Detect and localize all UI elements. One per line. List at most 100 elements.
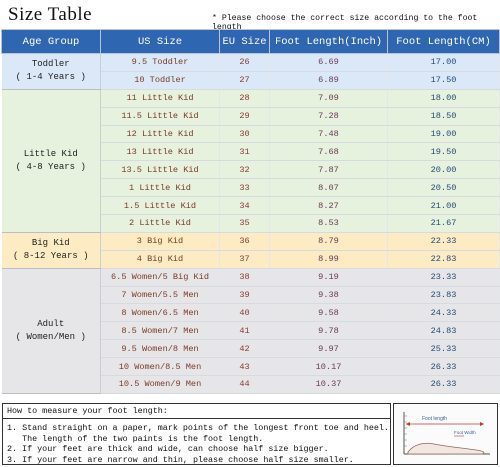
us-size-cell: 8 Women/6.5 Men	[100, 303, 220, 323]
inch-cell: 9.38	[269, 286, 388, 305]
inch-cell: 7.28	[269, 107, 388, 126]
inch-cell: 8.27	[269, 196, 388, 216]
table-row: 10.5 Women/9 Men 44 10.37 26.33	[1, 375, 500, 394]
us-size-cell: 4 Big Kid	[100, 250, 220, 269]
cm-cell: 19.00	[387, 125, 500, 144]
us-size-cell: 10 Women/8.5 Men	[100, 357, 220, 377]
age-group-name: Toddler	[31, 59, 70, 70]
cm-cell: 20.50	[387, 178, 500, 198]
size-table: Age Group US Size EU Size Foot Length(In…	[1, 29, 500, 394]
inch-cell: 8.79	[269, 232, 388, 251]
instruction-line: 2. If your feet are thick and wide, can …	[7, 444, 329, 455]
inch-cell: 9.78	[269, 321, 388, 341]
cm-cell: 24.83	[387, 321, 500, 341]
eu-size-cell: 30	[219, 125, 270, 144]
cm-cell: 19.50	[387, 142, 500, 162]
cm-cell: 24.33	[387, 303, 500, 323]
header-eu-size: EU Size	[219, 29, 270, 54]
length-label: Foot length	[422, 416, 447, 422]
cm-cell: 23.33	[387, 268, 500, 287]
us-size-cell: 7 Women/5.5 Men	[100, 286, 220, 305]
age-group-name: Little Kid	[23, 148, 78, 159]
table-row: 13.5 Little Kid 32 7.87 20.00	[1, 160, 500, 180]
eu-size-cell: 36	[219, 232, 270, 251]
us-size-cell: 3 Big Kid	[100, 232, 220, 251]
us-size-cell: 9.5 Toddler	[100, 53, 220, 72]
eu-size-cell: 32	[219, 160, 270, 180]
cm-cell: 20.00	[387, 160, 500, 180]
table-row: Little Kid ( 4-8 Years ) 11 Little Kid 28…	[1, 89, 500, 233]
inch-cell: 8.07	[269, 178, 388, 198]
cm-cell: 21.00	[387, 196, 500, 216]
table-row: Adult ( Women/Men ) 6.5 Women/5 Big Kid 3…	[1, 268, 500, 394]
inch-cell: 7.48	[269, 125, 388, 144]
ruler-ticks	[404, 415, 407, 447]
inch-cell: 9.58	[269, 303, 388, 323]
foot-diagram-illustration: Foot length Foot Width	[403, 412, 490, 455]
table-row: 2 Little Kid 35 8.53 21.67	[1, 214, 500, 233]
cm-cell: 26.33	[387, 375, 500, 394]
us-size-cell: 11.5 Little Kid	[100, 107, 220, 126]
table-row: 1.5 Little Kid 34 8.27 21.00	[1, 196, 500, 216]
eu-size-cell: 39	[219, 286, 270, 305]
inch-cell: 10.37	[269, 375, 388, 394]
cm-cell: 22.33	[387, 232, 500, 251]
table-header-row: Age Group US Size EU Size Foot Length(In…	[1, 29, 500, 54]
eu-size-cell: 33	[219, 178, 270, 198]
us-size-cell: 11 Little Kid	[100, 89, 220, 108]
table-row: 7 Women/5.5 Men 39 9.38 23.83	[1, 286, 500, 305]
eu-size-cell: 34	[219, 196, 270, 216]
inch-cell: 9.19	[269, 268, 388, 287]
us-size-cell: 12 Little Kid	[100, 125, 220, 144]
inch-cell: 10.17	[269, 357, 388, 377]
us-size-cell: 9.5 Women/8 Men	[100, 339, 220, 359]
us-size-cell: 8.5 Women/7 Men	[100, 321, 220, 341]
measure-heading: How to measure your foot length:	[3, 404, 390, 419]
age-group-adult: Adult ( Women/Men )	[1, 268, 101, 394]
age-group-name: Big Kid	[31, 238, 70, 249]
us-size-cell: 1.5 Little Kid	[100, 196, 220, 216]
eu-size-cell: 26	[219, 53, 270, 72]
us-size-cell: 1 Little Kid	[100, 178, 220, 198]
age-group-name: Adult	[37, 318, 65, 329]
age-group-big-kid: Big Kid ( 8-12 Years )	[1, 232, 101, 269]
eu-size-cell: 38	[219, 268, 270, 287]
age-group-little-kid: Little Kid ( 4-8 Years )	[1, 89, 101, 233]
table-row: 8.5 Women/7 Men 41 9.78 24.83	[1, 321, 500, 341]
header-foot-length-inch: Foot Length(Inch)	[269, 29, 388, 54]
inch-cell: 9.97	[269, 339, 388, 359]
eu-size-cell: 28	[219, 89, 270, 108]
inch-cell: 8.99	[269, 250, 388, 269]
table-row: 12 Little Kid 30 7.48 19.00	[1, 125, 500, 144]
cm-cell: 23.83	[387, 286, 500, 305]
foot-measure-diagram: Foot length Foot Width	[393, 403, 498, 465]
table-row: 10 Women/8.5 Men 43 10.17 26.33	[1, 357, 500, 377]
eu-size-cell: 44	[219, 375, 270, 394]
header-us-size: US Size	[100, 29, 220, 54]
table-row: 13 Little Kid 31 7.68 19.50	[1, 142, 500, 162]
cm-cell: 22.83	[387, 250, 500, 269]
foot-outline	[407, 442, 485, 455]
table-row: 1 Little Kid 33 8.07 20.50	[1, 178, 500, 198]
inch-cell: 8.53	[269, 214, 388, 233]
table-row: 8 Women/6.5 Men 40 9.58 24.33	[1, 303, 500, 323]
age-group-range: ( Women/Men )	[15, 331, 86, 342]
table-row: 11.5 Little Kid 29 7.28 18.50	[1, 107, 500, 126]
page-title: Size Table	[8, 4, 93, 25]
table-row: Toddler ( 1-4 Years ) 9.5 Toddler 26 6.69…	[1, 53, 500, 90]
width-label: Foot Width	[454, 430, 476, 435]
instruction-line: The length of the two paints is the foot…	[7, 433, 264, 444]
eu-size-cell: 41	[219, 321, 270, 341]
us-size-cell: 13 Little Kid	[100, 142, 220, 162]
header-age-group: Age Group	[1, 29, 101, 54]
table-row: 4 Big Kid 37 8.99 22.83	[1, 250, 500, 269]
eu-size-cell: 27	[219, 71, 270, 90]
eu-size-cell: 40	[219, 303, 270, 323]
table-row: 9.5 Women/8 Men 42 9.97 25.33	[1, 339, 500, 359]
inch-cell: 7.68	[269, 142, 388, 162]
table-row: 10 Toddler 27 6.89 17.50	[1, 71, 500, 90]
table-row: Big Kid( 8-12 Years ) 3 Big Kid 36 8.79 …	[1, 232, 500, 269]
eu-size-cell: 43	[219, 357, 270, 377]
cm-cell: 17.00	[387, 53, 500, 72]
us-size-cell: 10 Toddler	[100, 71, 220, 90]
